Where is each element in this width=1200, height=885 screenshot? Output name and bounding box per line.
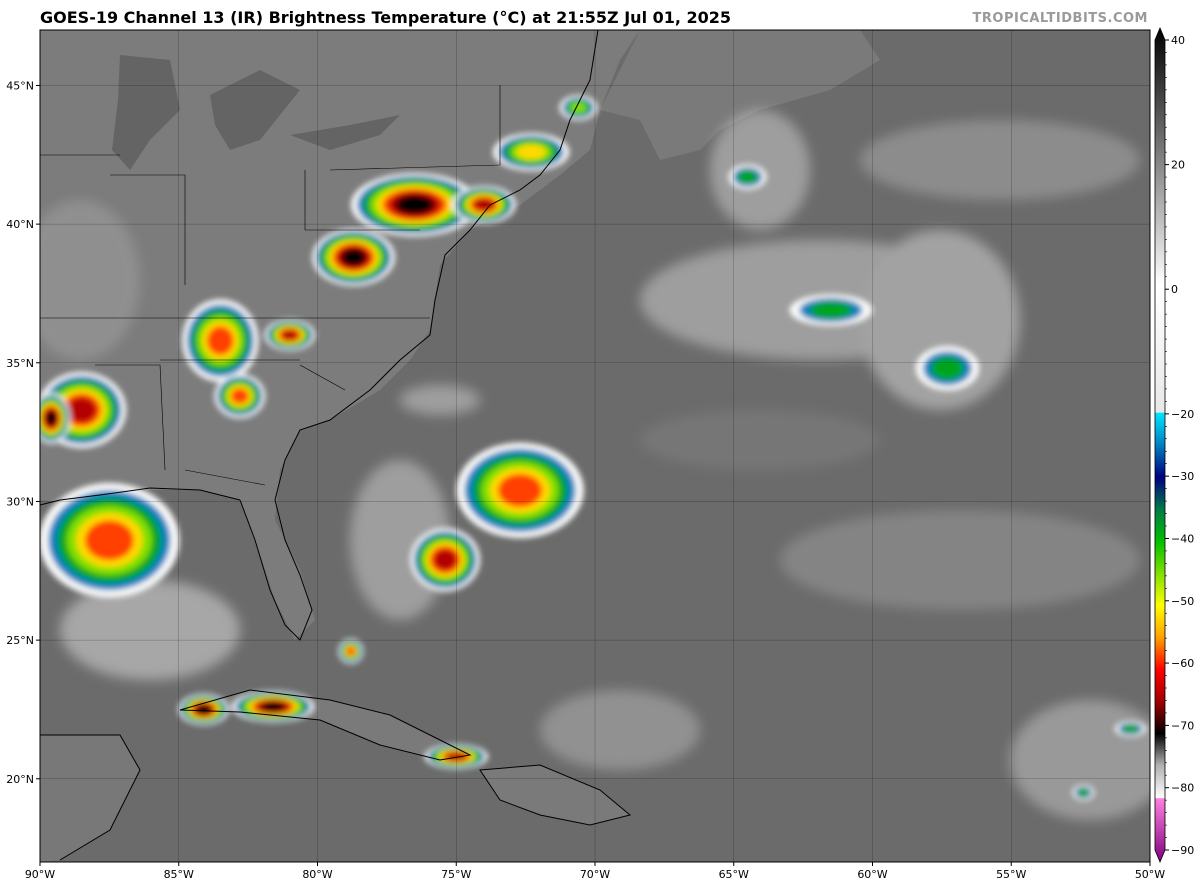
cloud-texture: [60, 580, 240, 680]
cloud-system-bahamas-north: [410, 527, 481, 592]
cloud-texture: [780, 510, 1140, 610]
lat-tick-label: 45°N: [6, 79, 34, 92]
colorbar-tick-label: 0: [1171, 283, 1178, 296]
cloud-contour: [1077, 788, 1090, 797]
cloud-contour: [395, 195, 434, 215]
cloud-contour: [737, 170, 758, 184]
cloud-contour: [85, 520, 134, 561]
lat-tick-label: 35°N: [6, 357, 34, 370]
cloud-texture: [540, 690, 700, 770]
cloud-contour: [346, 646, 356, 656]
cloud-system-far-east-small: [1072, 784, 1095, 801]
east-coast-outline: [239, 30, 599, 641]
cloud-contour: [1122, 724, 1139, 733]
cloud-contour: [196, 704, 212, 715]
lon-tick-label: 65°W: [719, 868, 749, 881]
cloud-contour: [809, 301, 853, 319]
colorbar-tick-label: 40: [1171, 34, 1185, 47]
canada-maritimes-land: [600, 30, 880, 160]
lon-tick-label: 85°W: [164, 868, 194, 881]
lon-tick-label: 50°W: [1135, 868, 1165, 881]
colorbar-tick-label: −30: [1171, 470, 1194, 483]
colorbar-tick-label: −80: [1171, 782, 1194, 795]
lat-tick-label: 30°N: [6, 495, 34, 508]
colorbar-tick-label: −40: [1171, 532, 1194, 545]
cloud-system-east-edge: [1114, 720, 1147, 737]
cloud-system-bermuda-cluster: [456, 442, 584, 539]
north-america-land: [40, 30, 640, 640]
colorbar-tick-label: −20: [1171, 408, 1194, 421]
cloud-system-appalachian-chain: [182, 299, 259, 383]
cloud-system-georgia: [214, 373, 266, 419]
hispaniola-outline: [479, 764, 632, 826]
mexico-yucatan-land: [40, 735, 140, 862]
cloud-contour: [516, 144, 546, 160]
cloud-texture: [400, 385, 480, 415]
lon-tick-label: 75°W: [441, 868, 471, 881]
lon-tick-label: 80°W: [302, 868, 332, 881]
cloud-texture: [1010, 700, 1150, 820]
cloud-system-florida-keys: [338, 638, 364, 664]
lat-tick-label: 25°N: [6, 634, 34, 647]
cloud-texture: [40, 200, 140, 360]
lon-tick-label: 55°W: [996, 868, 1026, 881]
colorbar-tick-label: −50: [1171, 595, 1194, 608]
cloud-system-maine: [559, 94, 598, 121]
state-borders: [40, 85, 501, 486]
colorbar-tick-label: −70: [1171, 719, 1194, 732]
colorbar-tick-label: −90: [1171, 844, 1194, 857]
colorbar-body: [1154, 26, 1166, 864]
cloud-system-north-carolina: [264, 319, 316, 352]
credit-watermark: TROPICALTIDBITS.COM: [972, 11, 1148, 26]
cloud-contour: [446, 752, 467, 761]
cloud-texture: [640, 410, 880, 470]
cuba-outline: [179, 689, 472, 761]
cloud-contour: [230, 388, 249, 404]
yucatan-outline: [40, 734, 141, 861]
cloud-contour: [260, 701, 286, 712]
lon-tick-label: 60°W: [857, 868, 887, 881]
cloud-contour: [341, 248, 367, 267]
great-lakes: [112, 55, 400, 170]
cloud-contour: [207, 326, 234, 355]
lat-tick-label: 40°N: [6, 218, 34, 231]
cloud-contour: [433, 549, 457, 570]
cloud-contour: [281, 329, 298, 341]
lon-tick-label: 70°W: [580, 868, 610, 881]
cloud-system-mid-atlantic: [350, 172, 479, 237]
cloud-texture: [860, 120, 1140, 200]
map-title: GOES-19 Channel 13 (IR) Brightness Tempe…: [40, 8, 732, 27]
cloud-system-atlantic-east: [915, 346, 980, 391]
cloud-system-gulf-west: [40, 392, 71, 444]
cloud-contour: [931, 356, 964, 380]
cloud-contour: [45, 410, 57, 426]
lon-tick-label: 90°W: [25, 868, 55, 881]
gulf-coast-outline: [40, 487, 241, 506]
cloud-system-cuba-west: [231, 690, 315, 723]
cloud-system-atlantic-north-1: [728, 164, 767, 190]
cloud-system-new-england: [492, 132, 570, 172]
cloud-system-new-york: [452, 185, 516, 224]
colorbar: 40 20 0 −20 −30 −40 −50 −60 −70 −80 −90: [1154, 26, 1194, 864]
cloud-system-virginia: [312, 228, 396, 287]
cloud-contour: [473, 198, 495, 211]
cloud-system-atlantic-north-2: [789, 294, 873, 327]
cloud-contour: [570, 102, 587, 114]
cloud-system-hispaniola-north: [424, 743, 489, 770]
colorbar-tick-label: −60: [1171, 657, 1194, 670]
cloud-system-gulf-central: [40, 482, 180, 598]
hispaniola: [480, 765, 630, 825]
cloud-contour: [497, 473, 543, 507]
cloud-contour: [67, 397, 96, 423]
lat-tick-label: 20°N: [6, 773, 34, 786]
colorbar-tick-label: 20: [1171, 159, 1185, 172]
cloud-texture: [860, 230, 1020, 410]
cloud-system-cuba-far-west: [178, 693, 230, 726]
